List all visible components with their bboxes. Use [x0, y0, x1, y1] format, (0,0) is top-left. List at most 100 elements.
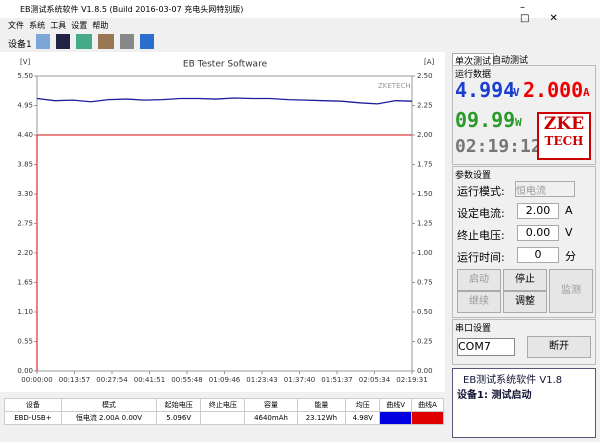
status-box: EB测试系统软件 V1.8 设备1: 测试启动: [452, 368, 596, 438]
header-cell: 起始电压: [156, 398, 202, 412]
chart: EB Tester Software [V] [A] ZKETECH 0.000…: [0, 52, 445, 392]
header-cell: 均压: [345, 398, 381, 412]
cell: 恒电流 2.00A 0.00V: [60, 411, 158, 425]
y2-tick-label: 2.00: [417, 131, 433, 139]
logo-text: ZKE: [543, 114, 585, 134]
stop-button[interactable]: 停止: [503, 269, 547, 291]
side-panel: 单次测试 自动测试 运行数据 4.994 V 2.000 A 09.99 W 0…: [450, 52, 598, 440]
param-unit: A: [565, 204, 573, 217]
menu-item[interactable]: 帮助: [92, 21, 109, 30]
voltage-unit: V: [513, 86, 520, 99]
curve-color[interactable]: [379, 411, 413, 425]
window-controls[interactable]: –□✕: [520, 2, 578, 24]
device-tab[interactable]: 设备1: [8, 40, 32, 50]
y-tick-label: 2.20: [17, 249, 33, 257]
logo: ZKE TECH: [537, 112, 591, 160]
current-display: 2.000: [523, 78, 584, 102]
y-tick-label: 1.10: [17, 308, 33, 316]
group-title: 运行数据: [455, 70, 492, 80]
y-axis-label: [V]: [20, 58, 31, 66]
header-cell: 曲线V: [379, 398, 413, 412]
menu-item[interactable]: 系统: [29, 21, 46, 30]
y-tick-label: 1.65: [17, 279, 33, 287]
chart-title: EB Tester Software: [183, 60, 268, 70]
menu-item[interactable]: 设置: [71, 21, 88, 30]
toolbar[interactable]: [36, 34, 154, 49]
curve-color[interactable]: [411, 411, 444, 425]
y-tick-label: 4.95: [17, 102, 33, 110]
group-title: 参数设置: [455, 171, 492, 181]
x-tick-label: 00:13:57: [59, 376, 90, 384]
x-tick-label: 01:37:40: [284, 376, 315, 384]
power-display: 09.99: [455, 108, 516, 132]
header-cell: 容量: [244, 398, 298, 412]
param-label: 设定电流:: [457, 207, 505, 220]
param-group: 参数设置 运行模式: 恒电流 设定电流: 2.00 A 终止电压: 0.00 V…: [452, 166, 596, 318]
menu-bar: 文件 系统 工具 设置 帮助: [8, 20, 108, 31]
cell: 23.12Wh: [296, 411, 347, 425]
series-line: [36, 97, 413, 105]
y-tick-label: 3.85: [17, 161, 33, 169]
y2-tick-label: 0.50: [417, 308, 433, 316]
result-table: 设备 模式 起始电压 终止电压 容量 能量 均压 曲线V 曲线A EBD-USB+ 恒电流 2.0…: [4, 398, 444, 425]
x-tick-label: 01:51:37: [321, 376, 352, 384]
table-header: 设备 模式 起始电压 终止电压 容量 能量 均压 曲线V 曲线A: [4, 398, 444, 412]
param-input[interactable]: 0.00: [517, 225, 559, 241]
y2-tick-label: 2.25: [417, 102, 433, 110]
y-tick-label: 5.50: [17, 72, 33, 80]
y2-tick-label: 2.50: [417, 72, 433, 80]
y-tick-label: 2.75: [17, 220, 33, 228]
power-unit: W: [515, 116, 522, 129]
y2-tick-label: 1.75: [417, 161, 433, 169]
menu-item[interactable]: 文件: [8, 21, 24, 30]
port-group: 串口设置 COM7 断开: [452, 319, 596, 365]
param-label: 终止电压:: [457, 229, 505, 242]
continue-button[interactable]: 继续: [457, 291, 501, 313]
monitor-button[interactable]: 监测: [549, 269, 593, 313]
y2-tick-label: 1.25: [417, 220, 433, 228]
param-unit: 分: [565, 250, 576, 263]
x-tick-label: 00:00:00: [21, 376, 52, 384]
header-cell: 终止电压: [200, 398, 246, 412]
param-input[interactable]: 0: [517, 247, 559, 263]
cell: 4.98V: [345, 411, 381, 425]
run-group: 运行数据 4.994 V 2.000 A 09.99 W 02:19:12 ZK…: [452, 65, 596, 165]
window-title: EB测试系统软件 V1.8.5 (Build 2016-03-07 充电头网特别…: [20, 5, 244, 14]
param-label: 运行时间:: [457, 251, 505, 264]
mode-select[interactable]: 恒电流: [515, 181, 575, 197]
table-row[interactable]: EBD-USB+ 恒电流 2.00A 0.00V 5.096V 4640mAh 23.1…: [4, 411, 444, 425]
status-line: EB测试系统软件 V1.8: [463, 375, 563, 386]
param-input[interactable]: 2.00: [517, 203, 559, 219]
logo-text: TECH: [544, 134, 584, 148]
x-tick-label: 00:27:54: [96, 376, 128, 384]
tab[interactable]: 自动测试: [492, 56, 529, 66]
cell: EBD-USB+: [4, 411, 62, 425]
y-tick-label: 0.00: [17, 367, 33, 375]
series-line: [36, 134, 412, 371]
voltage-display: 4.994: [455, 78, 516, 102]
header-cell: 能量: [296, 398, 347, 412]
menu-item[interactable]: 工具: [50, 21, 67, 30]
y2-tick-label: 0.25: [417, 338, 433, 346]
y2-tick-label: 1.50: [417, 190, 433, 198]
x-tick-label: 02:19:31: [396, 376, 427, 384]
adjust-button[interactable]: 调整: [503, 291, 547, 313]
y-tick-label: 3.30: [17, 190, 33, 198]
cell: 5.096V: [156, 411, 202, 425]
x-tick-label: 00:41:51: [134, 376, 165, 384]
disconnect-button[interactable]: 断开: [527, 336, 591, 358]
title-bar: EB测试系统软件 V1.8.5 (Build 2016-03-07 充电头网特别…: [0, 0, 600, 24]
y-tick-label: 4.40: [17, 131, 33, 139]
current-unit: A: [583, 86, 590, 99]
group-title: 串口设置: [455, 324, 492, 334]
start-button[interactable]: 启动: [457, 269, 501, 291]
x-tick-label: 00:55:48: [171, 376, 202, 384]
port-select[interactable]: COM7: [457, 338, 515, 356]
watermark: ZKETECH: [378, 82, 411, 90]
param-unit: V: [565, 226, 573, 239]
y-tick-label: 0.55: [17, 338, 33, 346]
x-tick-label: 01:23:43: [246, 376, 277, 384]
cell: 4640mAh: [244, 411, 298, 425]
param-label: 运行模式:: [457, 185, 505, 198]
